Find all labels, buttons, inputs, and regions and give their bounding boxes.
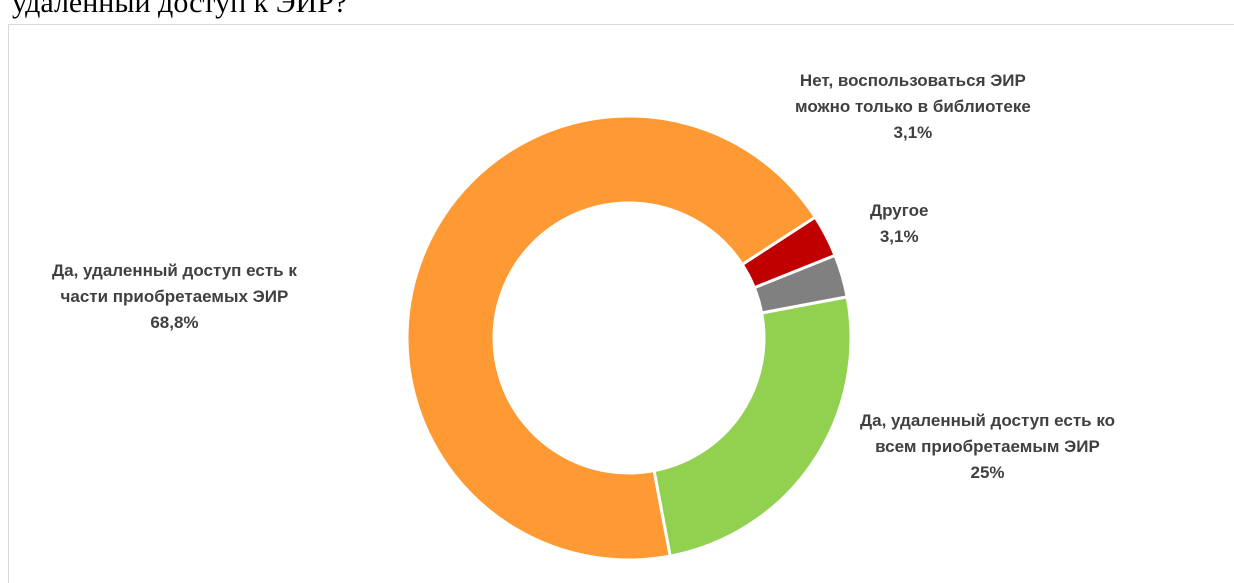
donut-slice-all-remote — [652, 295, 853, 558]
slice-label-other: Другое 3,1% — [870, 201, 929, 246]
chart-caption: удаленный доступ к ЭИР? — [12, 0, 348, 19]
chart-frame — [8, 24, 1234, 583]
slice-label-all-remote: Да, удаленный доступ есть ко всем приобр… — [860, 411, 1115, 482]
slice-label-part-remote: Да, удаленный доступ есть к части приобр… — [52, 261, 297, 332]
donut-slice-part-remote — [405, 114, 818, 562]
slice-label-no-library-only: Нет, воспользоваться ЭИР можно только в … — [795, 71, 1031, 142]
